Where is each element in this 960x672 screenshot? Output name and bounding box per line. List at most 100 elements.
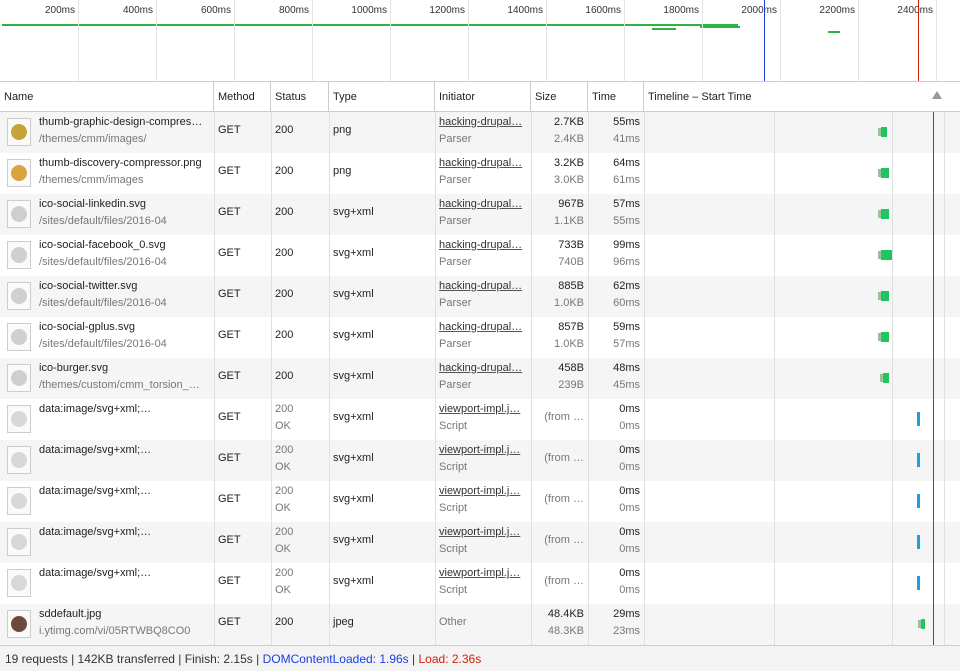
status-cell: 200 bbox=[271, 604, 329, 645]
table-row[interactable]: ico-social-gplus.svg/sites/default/files… bbox=[0, 317, 960, 358]
initiator-link[interactable]: hacking-drupal… bbox=[439, 198, 523, 210]
transfer-size: 733B bbox=[558, 239, 584, 251]
initiator-link[interactable]: hacking-drupal… bbox=[439, 362, 523, 374]
column-separator bbox=[944, 112, 945, 645]
waterfall-bar[interactable] bbox=[917, 412, 920, 426]
initiator-link[interactable]: hacking-drupal… bbox=[439, 157, 523, 169]
column-header-name[interactable]: Name bbox=[0, 82, 214, 112]
waterfall-bar[interactable] bbox=[917, 453, 920, 467]
name-cell[interactable]: ico-social-facebook_0.svg/sites/default/… bbox=[0, 235, 214, 276]
table-row[interactable]: data:image/svg+xml;… GET 200 OK svg+xml viewp… bbox=[0, 522, 960, 563]
name-cell[interactable]: ico-social-gplus.svg/sites/default/files… bbox=[0, 317, 214, 358]
initiator-link[interactable]: viewport-impl.j… bbox=[439, 567, 521, 579]
initiator-link[interactable]: viewport-impl.j… bbox=[439, 444, 521, 456]
initiator-link[interactable]: hacking-drupal… bbox=[439, 321, 523, 333]
column-header-method[interactable]: Method bbox=[214, 82, 271, 112]
column-header-type[interactable]: Type bbox=[329, 82, 435, 112]
initiator-link[interactable]: hacking-drupal… bbox=[439, 116, 523, 128]
column-header-timeline[interactable]: Timeline – Start Time 2.00s bbox=[644, 82, 960, 120]
initiator-type: Parser bbox=[439, 133, 472, 145]
column-separator bbox=[892, 112, 893, 645]
table-row[interactable]: ico-social-facebook_0.svg/sites/default/… bbox=[0, 235, 960, 276]
table-row[interactable]: data:image/svg+xml;… GET 200 OK svg+xml viewp… bbox=[0, 440, 960, 481]
column-header-initiator[interactable]: Initiator bbox=[435, 82, 531, 112]
initiator-cell[interactable]: viewport-impl.j… Script bbox=[435, 522, 531, 563]
initiator-link[interactable]: viewport-impl.j… bbox=[439, 526, 521, 538]
table-row[interactable]: thumb-graphic-design-compres… /themes/cmm… bbox=[0, 112, 960, 153]
initiator-link[interactable]: hacking-drupal… bbox=[439, 239, 523, 251]
table-row[interactable]: thumb-discovery-compressor.png/themes/cm… bbox=[0, 153, 960, 194]
initiator-cell[interactable]: hacking-drupal… Parser bbox=[435, 276, 531, 317]
name-cell[interactable]: data:image/svg+xml;… bbox=[0, 563, 214, 604]
resource-name: thumb-graphic-design-compres… bbox=[39, 116, 203, 128]
waterfall-bar[interactable] bbox=[917, 494, 920, 508]
name-cell[interactable]: data:image/svg+xml;… bbox=[0, 440, 214, 481]
column-header-size[interactable]: Size bbox=[531, 82, 588, 112]
table-row[interactable]: data:image/svg+xml;… GET 200 OK svg+xml viewp… bbox=[0, 563, 960, 604]
waterfall-bar[interactable] bbox=[918, 619, 925, 629]
table-row[interactable]: ico-social-twitter.svg/sites/default/fil… bbox=[0, 276, 960, 317]
waterfall-bar[interactable] bbox=[878, 127, 887, 137]
initiator-link[interactable]: hacking-drupal… bbox=[439, 280, 523, 292]
waterfall-bar[interactable] bbox=[917, 535, 920, 549]
column-header-time[interactable]: Time bbox=[588, 82, 644, 112]
timeline-overview[interactable]: 200ms 400ms 600ms 800ms 1000ms 1200ms 1400ms 16… bbox=[0, 0, 960, 82]
receiving-segment bbox=[881, 127, 887, 137]
initiator-link[interactable]: viewport-impl.j… bbox=[439, 403, 521, 415]
latency-time: 0ms bbox=[619, 584, 640, 596]
method-value: GET bbox=[218, 124, 241, 136]
name-cell[interactable]: data:image/svg+xml;… bbox=[0, 522, 214, 563]
waiting-segment bbox=[878, 251, 881, 259]
initiator-cell[interactable]: hacking-drupal… Parser bbox=[435, 235, 531, 276]
initiator-cell[interactable]: hacking-drupal… Parser bbox=[435, 153, 531, 194]
initiator-cell[interactable]: hacking-drupal… Parser bbox=[435, 112, 531, 153]
name-cell[interactable]: sddefault.jpg i.ytimg.com/vi/05RTWBQ8CO0 bbox=[0, 604, 214, 645]
waterfall-bar[interactable] bbox=[878, 291, 889, 301]
name-cell[interactable]: thumb-graphic-design-compres… /themes/cmm… bbox=[0, 112, 214, 153]
waterfall-bar[interactable] bbox=[878, 209, 889, 219]
waterfall-bar[interactable] bbox=[878, 332, 889, 342]
column-separator bbox=[644, 112, 645, 645]
initiator-cell[interactable]: Other bbox=[435, 604, 531, 645]
name-cell[interactable]: data:image/svg+xml;… bbox=[0, 481, 214, 522]
latency-time: 55ms bbox=[613, 215, 640, 227]
latency-time: 0ms bbox=[619, 543, 640, 555]
table-row[interactable]: sddefault.jpg i.ytimg.com/vi/05RTWBQ8CO0 G… bbox=[0, 604, 960, 645]
name-cell[interactable]: ico-social-linkedin.svg/sites/default/fi… bbox=[0, 194, 214, 235]
table-row[interactable]: data:image/svg+xml;… GET 200 OK svg+xml viewp… bbox=[0, 399, 960, 440]
initiator-cell[interactable]: viewport-impl.j… Script bbox=[435, 563, 531, 604]
waterfall-bar[interactable] bbox=[917, 576, 920, 590]
waterfall-bar[interactable] bbox=[878, 168, 889, 178]
initiator-cell[interactable]: hacking-drupal… Parser bbox=[435, 194, 531, 235]
timeline-cell bbox=[644, 440, 960, 481]
name-cell[interactable]: ico-social-twitter.svg/sites/default/fil… bbox=[0, 276, 214, 317]
waterfall-bar[interactable] bbox=[878, 250, 893, 260]
initiator-cell[interactable]: hacking-drupal… Parser bbox=[435, 317, 531, 358]
name-cell[interactable]: ico-burger.svg/themes/custom/cmm_torsion… bbox=[0, 358, 214, 399]
load-time: Load: 2.36s bbox=[418, 652, 482, 666]
waterfall-bar[interactable] bbox=[880, 373, 889, 383]
resource-name: data:image/svg+xml;… bbox=[39, 403, 152, 415]
table-row[interactable]: data:image/svg+xml;… GET 200 OK svg+xml viewp… bbox=[0, 481, 960, 522]
table-row[interactable]: ico-social-linkedin.svg/sites/default/fi… bbox=[0, 194, 960, 235]
initiator-link[interactable]: Other bbox=[439, 616, 467, 628]
timeline-cell bbox=[644, 112, 960, 153]
overview-gridline bbox=[78, 0, 79, 81]
timeline-cell bbox=[644, 563, 960, 604]
initiator-cell[interactable]: viewport-impl.j… Script bbox=[435, 440, 531, 481]
status-code: 200 bbox=[275, 567, 294, 579]
initiator-cell[interactable]: viewport-impl.j… Script bbox=[435, 399, 531, 440]
name-cell[interactable]: thumb-discovery-compressor.png/themes/cm… bbox=[0, 153, 214, 194]
time-cell: 0ms 0ms bbox=[588, 522, 644, 563]
type-value: svg+xml bbox=[333, 452, 374, 464]
status-cell: 200 OK bbox=[271, 522, 329, 563]
table-row[interactable]: ico-burger.svg/themes/custom/cmm_torsion… bbox=[0, 358, 960, 399]
sort-ascending-icon[interactable] bbox=[932, 91, 942, 99]
initiator-link[interactable]: viewport-impl.j… bbox=[439, 485, 521, 497]
initiator-type: Parser bbox=[439, 338, 472, 350]
initiator-cell[interactable]: hacking-drupal… Parser bbox=[435, 358, 531, 399]
network-request-table[interactable]: Name Method Status Type Initiator Size T… bbox=[0, 82, 960, 645]
initiator-cell[interactable]: viewport-impl.j… Script bbox=[435, 481, 531, 522]
name-cell[interactable]: data:image/svg+xml;… bbox=[0, 399, 214, 440]
column-header-status[interactable]: Status bbox=[271, 82, 329, 112]
